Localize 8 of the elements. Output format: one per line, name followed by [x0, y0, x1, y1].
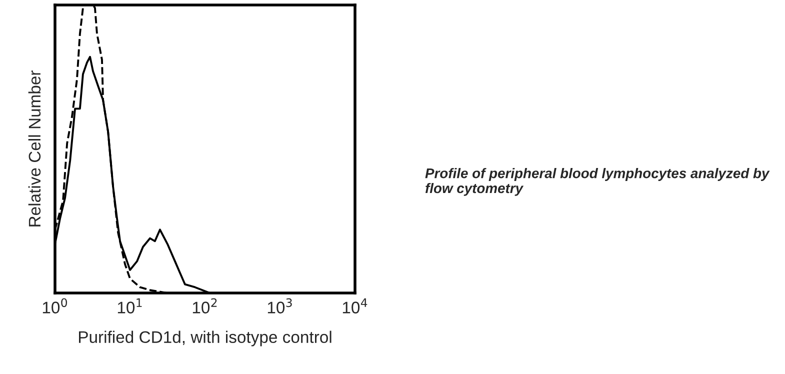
x-tick-label: 10$^{2}$	[192, 298, 217, 314]
x-tick-label: 10$^{0}$	[42, 298, 68, 314]
x-tick-label: 10$^{3}$	[268, 298, 292, 314]
x-tick-label: 10$^{1}$	[118, 298, 142, 314]
text: Profile of peripheral blood lymphocytes analyzed by flow cytometry	[425, 168, 770, 196]
y-axis-title: Relative Cell Number	[28, 70, 41, 226]
x-tick-label: 10$^{4}$	[342, 298, 368, 314]
x-axis-title: Purified CD1d, with isotype control	[79, 330, 332, 346]
